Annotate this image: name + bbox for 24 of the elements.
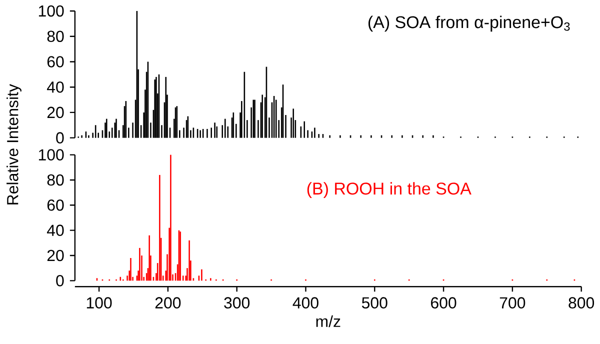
y-tick-label: 20	[47, 107, 64, 118]
x-tick-label: 600	[431, 297, 456, 309]
x-tick-label: 300	[224, 297, 250, 309]
y-tick-label: 100	[38, 149, 64, 161]
y-tick-label: 0	[56, 275, 64, 287]
y-tick-label: 60	[47, 200, 64, 212]
x-axis-title: m/z	[316, 316, 340, 328]
x-tick-label: 500	[362, 297, 388, 309]
x-tick-label: 100	[86, 297, 112, 309]
y-tick-label: 60	[47, 56, 64, 68]
y-tick-label: 0	[56, 132, 64, 144]
y-tick-label: 100	[38, 6, 64, 17]
x-tick-label: 400	[292, 297, 318, 309]
y-tick-label: 80	[47, 174, 64, 186]
y-tick-label: 80	[47, 30, 64, 42]
x-tick-label: 200	[155, 297, 181, 309]
y-axis-title: Relative Intensity	[6, 84, 22, 205]
y-tick-label: 40	[46, 82, 64, 93]
text: (B) ROOH in the SOA	[307, 182, 472, 198]
x-tick-label: 700	[500, 297, 526, 309]
x-tick-label: 800	[568, 297, 594, 309]
chart-title: (A) SOA from α-pinene+O$_{3}$	[368, 16, 570, 32]
y-tick-label: 20	[47, 250, 64, 262]
y-tick-label: 40	[46, 224, 64, 236]
